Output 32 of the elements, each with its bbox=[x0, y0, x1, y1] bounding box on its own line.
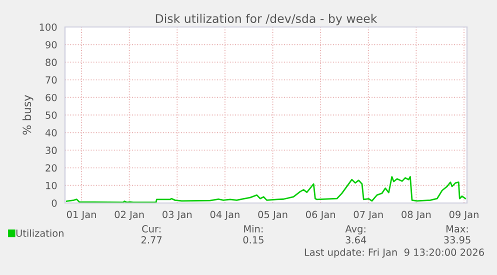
x-tick-label: 04 Jan bbox=[210, 210, 240, 220]
text: Min: bbox=[244, 224, 263, 232]
chart-title: Disk utilization for /dev/sda - by week bbox=[156, 14, 378, 26]
y-tick-label: 20 bbox=[46, 164, 57, 172]
y-axis-title: % busy bbox=[22, 95, 34, 135]
text: 0.15 bbox=[243, 236, 264, 244]
text: 3.64 bbox=[346, 236, 366, 244]
legend-label: Utilization bbox=[16, 229, 64, 237]
x-tick-label: 06 Jan bbox=[306, 210, 335, 220]
y-tick-label: 50 bbox=[46, 111, 57, 119]
text: 33.95 bbox=[444, 236, 470, 244]
x-tick-label: 09 Jan bbox=[449, 210, 478, 220]
text: Cur: bbox=[142, 225, 160, 233]
x-tick-label: 05 Jan bbox=[258, 210, 288, 220]
x-tick-label: 01 Jan bbox=[66, 210, 96, 220]
y-tick-label: 100 bbox=[40, 23, 57, 31]
y-tick-label: 90 bbox=[46, 41, 57, 48]
x-tick-label: 03 Jan bbox=[162, 210, 192, 220]
y-tick-label: 60 bbox=[46, 94, 57, 102]
y-tick-label: 40 bbox=[45, 129, 57, 136]
y-tick-label: 10 bbox=[46, 182, 57, 190]
text: 2.77 bbox=[141, 236, 162, 244]
y-tick-label: 30 bbox=[46, 146, 57, 154]
y-tick-label: 70 bbox=[46, 76, 57, 84]
y-tick-label: 0 bbox=[52, 199, 57, 207]
y-tick-label: 80 bbox=[46, 58, 57, 66]
x-tick-label: 07 Jan bbox=[354, 210, 383, 220]
text: Max: bbox=[446, 225, 468, 233]
x-tick-label: 02 Jan bbox=[114, 210, 144, 220]
text: Last update: Fri Jan 9 13:20:00 2026 bbox=[304, 248, 484, 258]
text: Avg: bbox=[345, 225, 366, 234]
x-tick-label: 08 Jan bbox=[402, 210, 431, 220]
